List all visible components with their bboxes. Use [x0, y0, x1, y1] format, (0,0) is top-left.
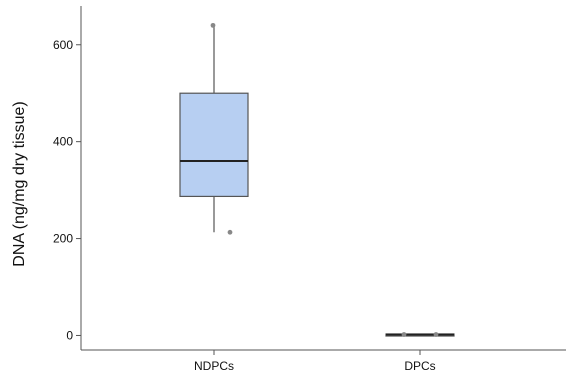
x-tick-label: NDPCs — [194, 359, 234, 373]
marks-layer — [179, 22, 455, 337]
y-axis-title: DNA (ng/mg dry tissue) — [11, 101, 28, 266]
box-iqr — [179, 92, 249, 198]
data-point — [401, 332, 407, 337]
y-tick-label: 0 — [66, 328, 73, 342]
data-point — [227, 229, 233, 235]
labels-layer: 0 200 400 600 NDPCs DPCs — [53, 38, 436, 373]
data-point — [210, 22, 216, 28]
axes-layer — [76, 6, 566, 355]
y-tick-label: 600 — [53, 38, 73, 52]
data-point — [433, 332, 439, 337]
y-tick-label: 400 — [53, 135, 73, 149]
x-tick-label: DPCs — [404, 359, 435, 373]
box-group-ndpcs — [179, 22, 249, 235]
box-group-dpcs — [385, 332, 455, 337]
y-tick-label: 200 — [53, 232, 73, 246]
